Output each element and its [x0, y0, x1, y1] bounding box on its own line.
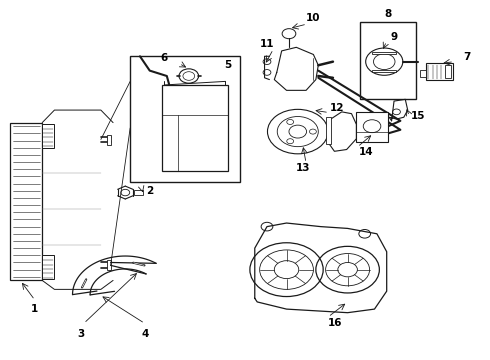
- Text: 5: 5: [224, 60, 231, 70]
- Bar: [162, 85, 228, 171]
- Bar: [10, 123, 42, 280]
- Bar: [107, 260, 111, 270]
- Bar: [372, 51, 396, 54]
- Text: 1: 1: [31, 304, 39, 314]
- Bar: [42, 125, 54, 148]
- Text: 3: 3: [78, 329, 85, 339]
- Bar: [356, 112, 388, 142]
- Bar: [130, 56, 240, 182]
- Text: 16: 16: [328, 319, 343, 328]
- Text: 10: 10: [306, 13, 320, 23]
- Text: 8: 8: [384, 9, 392, 19]
- Text: 2: 2: [146, 186, 153, 196]
- Bar: [420, 69, 426, 77]
- Text: 13: 13: [295, 163, 310, 173]
- Bar: [42, 255, 54, 279]
- Bar: [107, 135, 111, 145]
- Bar: [445, 65, 451, 78]
- Text: 6: 6: [161, 53, 168, 63]
- Bar: [372, 69, 396, 72]
- Text: 14: 14: [359, 147, 373, 157]
- Bar: [134, 190, 143, 195]
- Text: 12: 12: [330, 103, 344, 113]
- Text: 4: 4: [141, 329, 148, 339]
- Text: 15: 15: [411, 111, 426, 121]
- Bar: [326, 117, 331, 144]
- Bar: [426, 63, 453, 80]
- Text: 9: 9: [391, 32, 397, 41]
- Text: 11: 11: [260, 40, 274, 49]
- Text: 7: 7: [464, 52, 471, 62]
- Bar: [360, 22, 416, 99]
